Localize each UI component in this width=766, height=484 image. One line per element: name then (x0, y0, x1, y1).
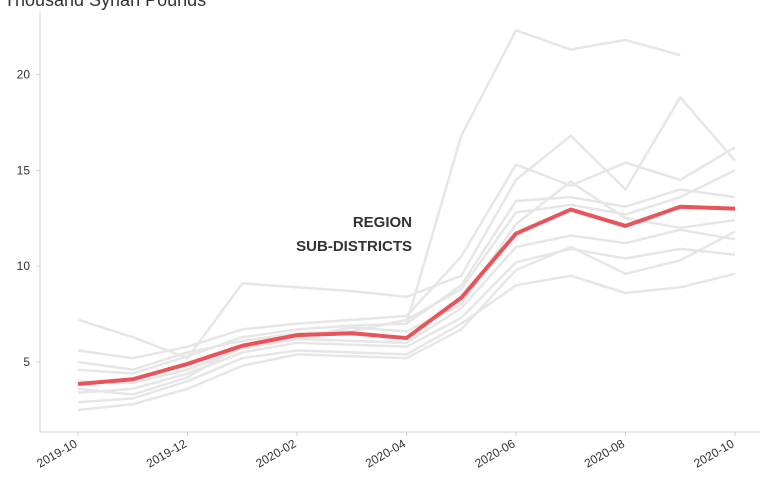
y-tick-label: 15 (17, 163, 31, 177)
annotation: REGION (353, 214, 412, 231)
x-tick-label: 2020-06 (472, 436, 517, 470)
x-tick-label: 2019-12 (144, 436, 189, 470)
y-tick-label: 5 (23, 355, 30, 369)
sub-district-line (77, 230, 736, 412)
annotation: SUB-DISTRICTS (296, 238, 412, 255)
sub-district-line (77, 247, 736, 394)
sub-district-line (405, 29, 681, 325)
x-tick-label: 2019-10 (34, 436, 79, 470)
sub-district-line (77, 169, 736, 371)
x-tick-label: 2020-08 (582, 436, 627, 470)
x-tick-label: 2020-10 (691, 436, 736, 470)
sub-district-line (77, 180, 736, 396)
sub-district-line (77, 228, 736, 385)
sub-district-line (77, 96, 736, 360)
y-tick-label: 20 (17, 67, 31, 81)
x-tick-label: 2020-02 (253, 436, 298, 470)
region-line (77, 204, 736, 387)
sub-district-line (77, 188, 736, 375)
sub-district-line (77, 146, 736, 360)
x-tick-label: 2020-04 (363, 436, 408, 470)
chart-title: Thousand Syrian Pounds (4, 0, 206, 10)
y-tick-label: 10 (17, 259, 31, 273)
sub-district-line (77, 272, 736, 404)
